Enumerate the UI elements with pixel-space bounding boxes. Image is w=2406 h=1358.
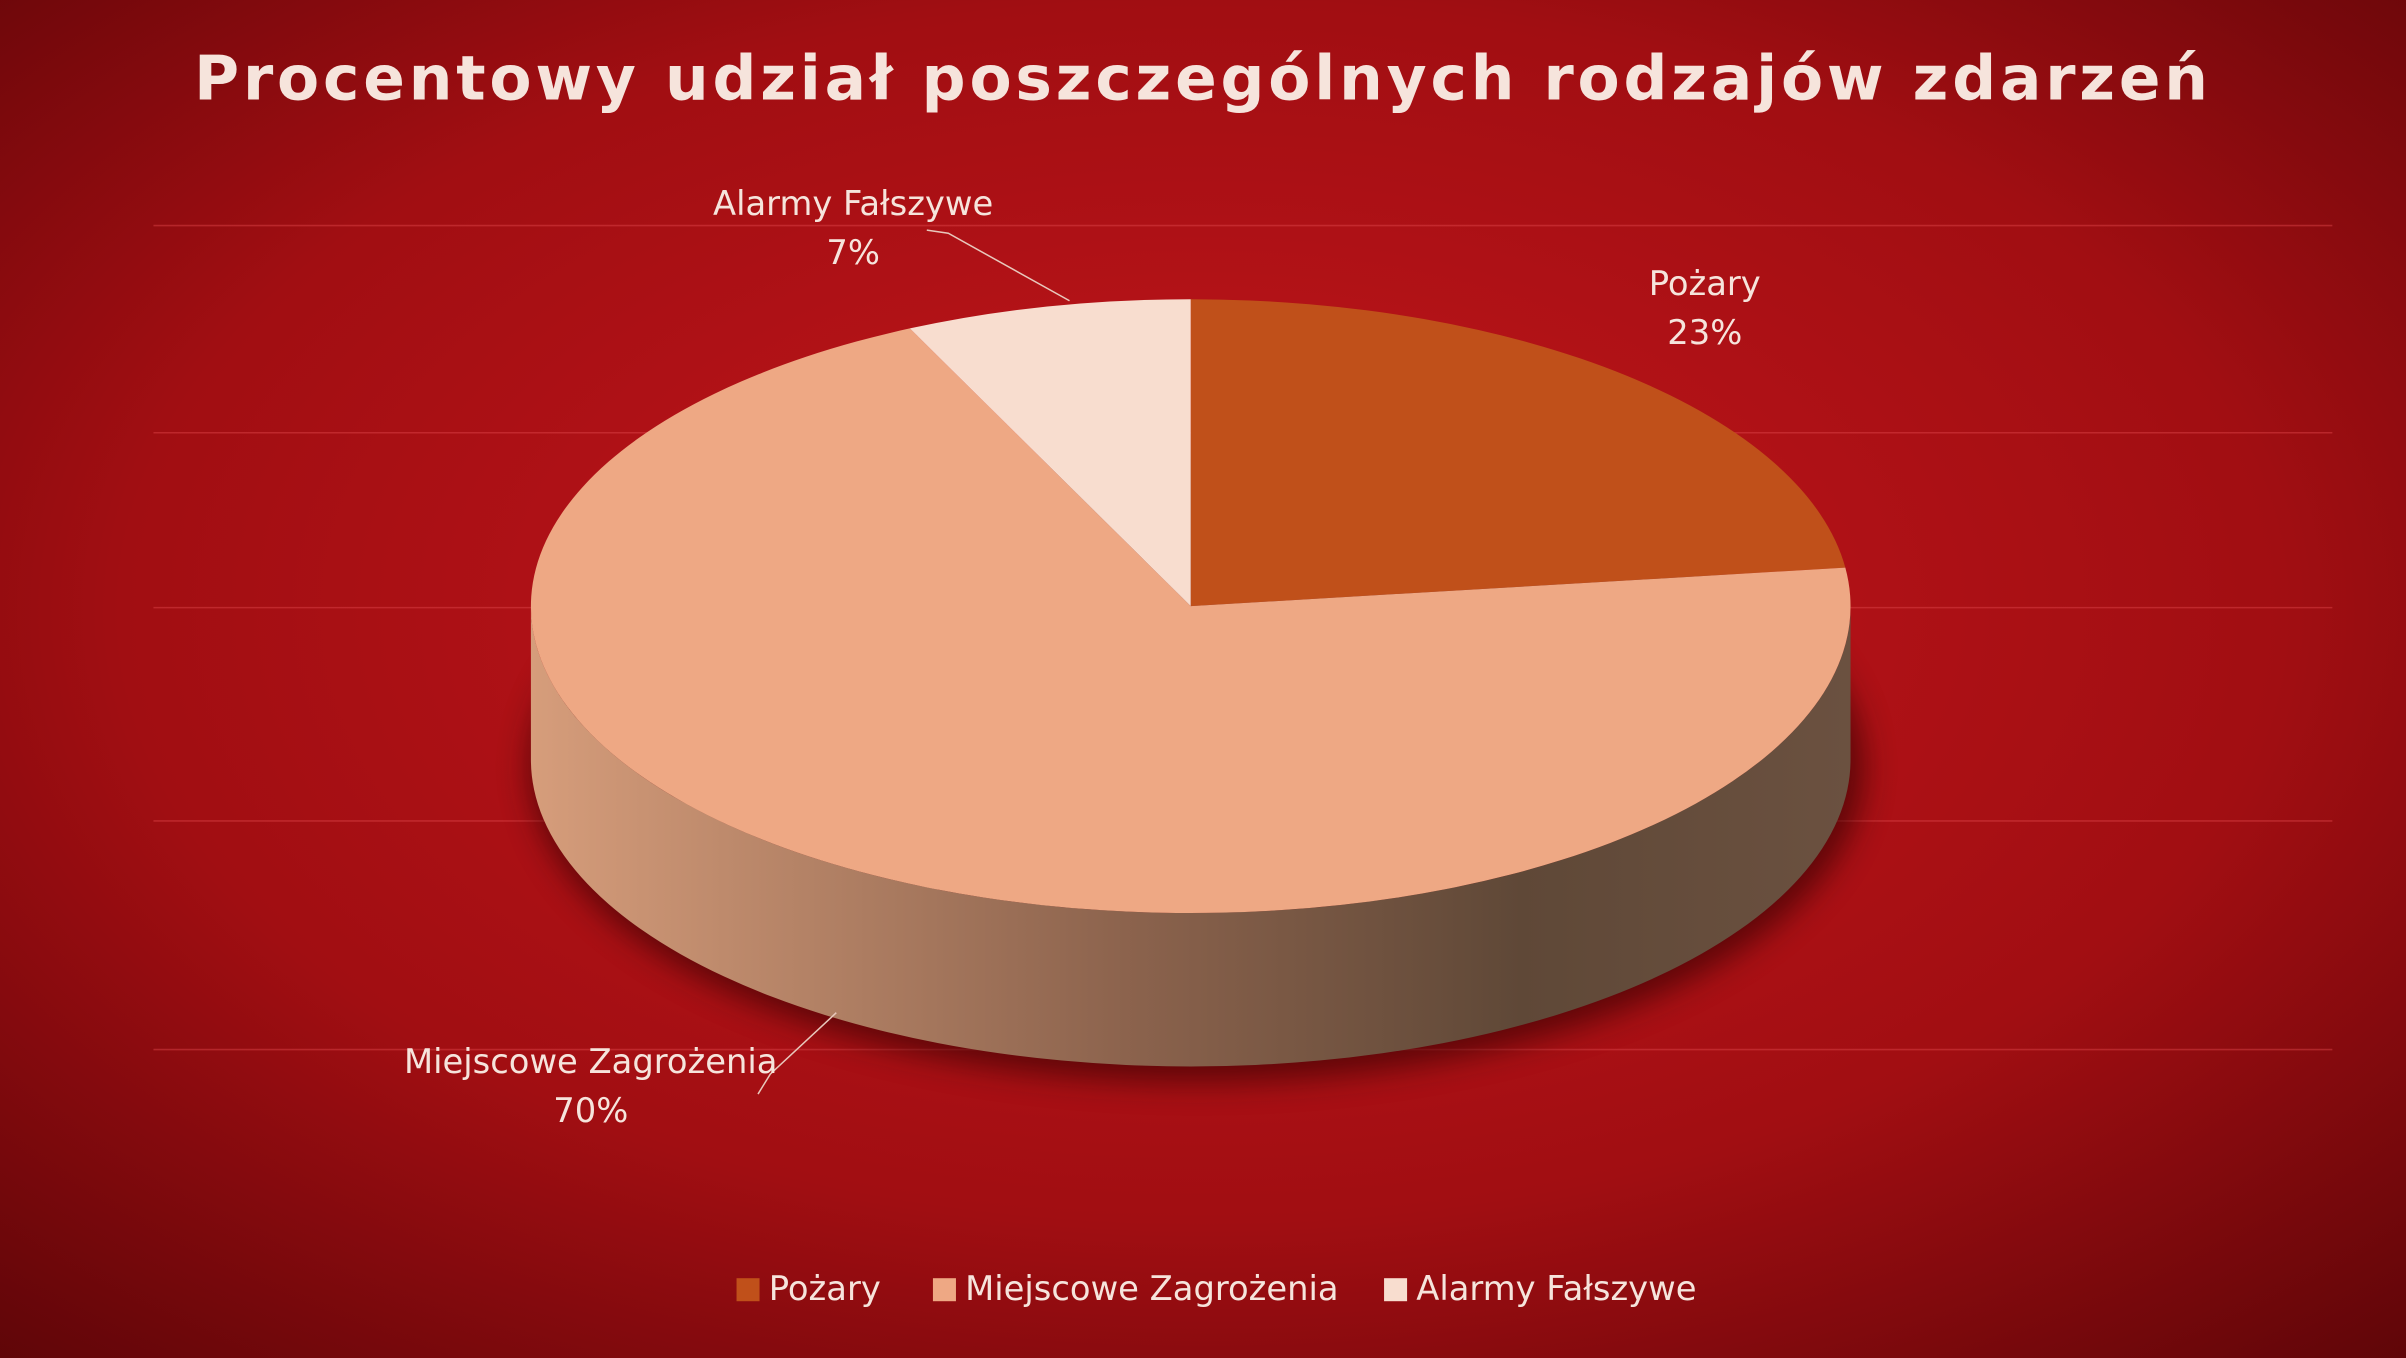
legend-swatch xyxy=(736,1278,760,1302)
chart-title: Procentowy udział poszczególnych rodzajó… xyxy=(194,43,2212,114)
pie-tops xyxy=(530,299,1851,914)
legend-label: Pożary xyxy=(769,1269,881,1308)
data-labels: Pożary 23% Miejscowe Zagrożenia 70% Alarmy F… xyxy=(404,184,1761,1130)
data-label-value: 70% xyxy=(553,1091,628,1130)
legend-swatch xyxy=(1384,1278,1408,1302)
leader-line xyxy=(757,1012,837,1095)
pie-slice xyxy=(1190,299,1846,607)
legend: Pożary Miejscowe Zagrożenia Alarmy Fałszyw… xyxy=(736,1269,1697,1308)
legend-label: Miejscowe Zagrożenia xyxy=(965,1269,1338,1308)
data-label-name: Pożary xyxy=(1649,264,1761,303)
data-label-value: 23% xyxy=(1667,313,1742,352)
data-label-value: 7% xyxy=(826,233,880,272)
pie-slice xyxy=(530,328,1851,914)
pie-side xyxy=(530,606,1851,1067)
pie-slice xyxy=(909,299,1191,607)
legend-swatch xyxy=(932,1278,956,1302)
legend-label: Alarmy Fałszywe xyxy=(1416,1269,1696,1308)
pie-sides xyxy=(530,606,1851,1067)
data-label-name: Alarmy Fałszywe xyxy=(713,184,993,223)
leader-line xyxy=(926,229,1070,302)
data-label-name: Miejscowe Zagrożenia xyxy=(404,1042,777,1081)
